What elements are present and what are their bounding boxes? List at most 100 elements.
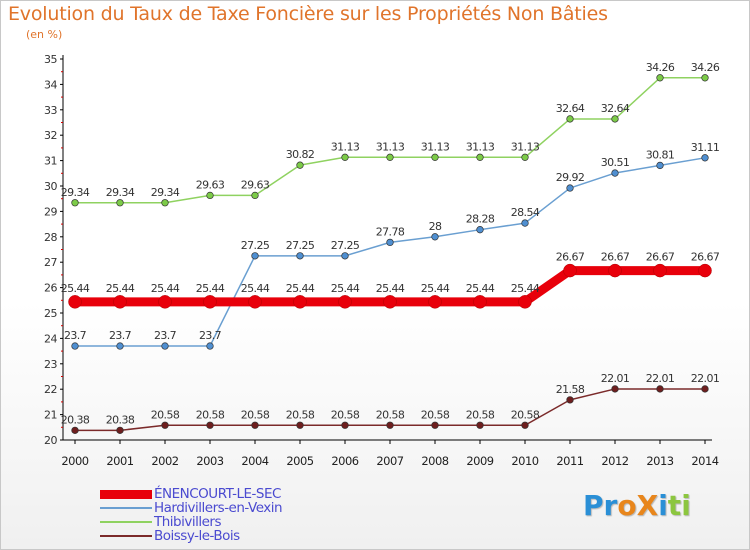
data-point: [431, 153, 439, 161]
line-chart: 20 21 22 23 24 25 26 27 28 29 30 31 32 33 34 35 2000 2001…: [44, 53, 720, 468]
data-point: [251, 191, 259, 200]
data-point: [206, 342, 214, 350]
x-tick-label: 2001: [106, 454, 133, 468]
legend-label: Boissy-le-Bois: [154, 528, 240, 544]
data-point: [68, 295, 82, 309]
x-tick-label: 2006: [331, 454, 358, 468]
data-label: 22.01: [691, 372, 720, 385]
data-point: [113, 295, 127, 309]
data-label: 31.13: [511, 140, 540, 153]
data-label: 22.01: [646, 372, 675, 385]
y-tick-label: 27: [44, 256, 57, 269]
data-label: 20.58: [421, 408, 450, 421]
legend-label: Thibivillers: [154, 514, 222, 530]
legend-item-enencourt: ÉNENCOURT-LE-SEC: [100, 486, 282, 502]
data-label: 30.51: [601, 156, 630, 169]
data-label: 20.58: [241, 408, 270, 421]
y-tick-label: 21: [44, 409, 57, 422]
data-label: 23.7: [109, 329, 132, 342]
data-label: 31.13: [376, 140, 405, 153]
data-label: 25.44: [421, 282, 450, 295]
legend-item-boissy: Boissy-le-Bois: [100, 528, 282, 544]
x-tick-label: 2004: [241, 454, 268, 468]
data-label: 26.67: [601, 251, 630, 264]
data-label: 20.58: [196, 408, 225, 421]
data-point: [341, 252, 349, 260]
data-point: [296, 161, 304, 169]
data-point: [476, 421, 484, 429]
y-tick-label: 23: [44, 358, 57, 371]
data-point: [518, 295, 532, 309]
data-point: [116, 199, 124, 207]
data-label: 29.34: [106, 186, 135, 199]
data-label: 29.34: [151, 186, 180, 199]
data-point: [116, 342, 124, 350]
logo-letter: P: [583, 489, 604, 522]
data-point: [206, 191, 214, 200]
x-tick-label: 2014: [691, 454, 718, 468]
data-point: [566, 184, 574, 192]
y-axis-unit-label: (en %): [26, 28, 63, 41]
data-label: 23.7: [64, 329, 87, 342]
data-label: 20.38: [106, 413, 135, 426]
data-label: 20.58: [376, 408, 405, 421]
data-point: [296, 252, 304, 260]
data-label: 25.44: [61, 282, 90, 295]
data-point: [701, 74, 709, 82]
data-label: 20.38: [61, 413, 90, 426]
data-label: 30.81: [646, 148, 675, 161]
x-tick-label: 2011: [556, 454, 583, 468]
data-label: 29.63: [196, 178, 225, 191]
data-label: 27.25: [241, 239, 270, 252]
data-point: [476, 226, 484, 234]
x-tick-label: 2012: [601, 454, 628, 468]
data-label: 31.11: [691, 141, 720, 154]
data-point: [248, 295, 262, 309]
data-point: [161, 199, 169, 207]
data-label: 31.13: [466, 140, 495, 153]
logo-letter: i: [658, 489, 668, 522]
proxiti-logo: ProXiti: [583, 489, 691, 522]
y-tick-label: 31: [44, 155, 57, 168]
data-point: [701, 385, 709, 393]
data-point: [653, 263, 667, 278]
y-tick-label: 24: [44, 332, 57, 345]
data-point: [521, 219, 529, 227]
data-label: 22.01: [601, 372, 630, 385]
data-point: [293, 295, 307, 309]
data-point: [566, 396, 574, 404]
data-point: [206, 421, 214, 429]
data-label: 25.44: [106, 282, 135, 295]
x-tick-label: 2007: [376, 454, 403, 468]
x-tick-label: 2013: [646, 454, 673, 468]
data-label: 28.28: [466, 213, 495, 226]
legend-label: ÉNENCOURT-LE-SEC: [154, 486, 281, 502]
data-point: [383, 295, 397, 309]
data-point: [431, 421, 439, 429]
data-label: 20.58: [331, 408, 360, 421]
data-point: [563, 263, 577, 278]
data-label: 31.13: [331, 140, 360, 153]
legend-label: Hardivillers-en-Vexin: [154, 500, 283, 516]
data-label: 34.26: [691, 61, 720, 74]
data-point: [161, 421, 169, 429]
x-tick-label: 2005: [286, 454, 313, 468]
data-label: 29.63: [241, 178, 270, 191]
data-point: [341, 421, 349, 429]
data-point: [521, 153, 529, 161]
data-label: 25.44: [511, 282, 540, 295]
data-label: 26.67: [691, 251, 720, 264]
data-label: 25.44: [151, 282, 180, 295]
x-tick-label: 2002: [151, 454, 178, 468]
y-tick-label: 34: [44, 78, 57, 91]
legend-swatch: [100, 507, 152, 509]
legend-swatch: [100, 489, 152, 499]
data-point: [656, 74, 664, 82]
series-thibivillers: 29.34 29.34 29.34 29.63 29.63 30.82 31.13 31.13…: [61, 61, 720, 207]
data-point: [431, 233, 439, 241]
logo-letter: r: [603, 489, 618, 522]
data-label: 34.26: [646, 61, 675, 74]
legend-swatch: [100, 535, 152, 537]
data-point: [338, 295, 352, 309]
y-tick-label: 20: [44, 434, 57, 447]
